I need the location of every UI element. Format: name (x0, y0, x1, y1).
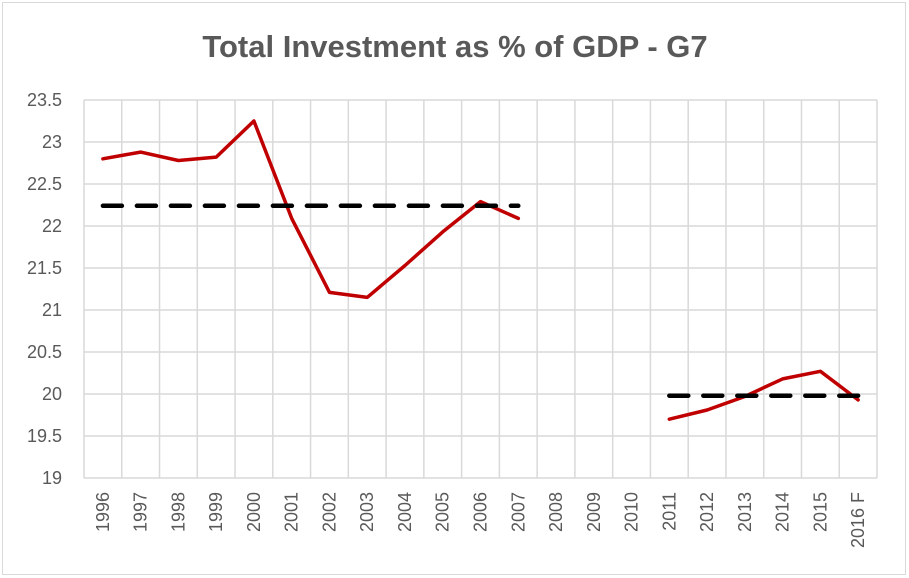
x-tick-label: 2008 (546, 492, 566, 532)
y-tick-label: 22.5 (27, 174, 62, 194)
series-layer (100, 119, 861, 421)
x-tick-label: 2013 (735, 492, 755, 532)
x-tick-label: 2004 (395, 492, 415, 532)
x-tick-label: 1997 (131, 492, 151, 532)
y-tick-label: 23.5 (27, 90, 62, 110)
y-tick-label: 20 (42, 384, 62, 404)
y-axis-ticks: 19 19.5 20 20.5 21 21.5 22 22.5 23 23.5 (27, 90, 62, 488)
x-axis-ticks: 1996 1997 1998 1999 2000 2001 2002 2003 2004 2005… (93, 492, 868, 548)
x-tick-label: 2000 (244, 492, 264, 532)
x-tick-label: 2010 (622, 492, 642, 532)
x-tick-label: 2009 (584, 492, 604, 532)
x-tick-label: 2003 (357, 492, 377, 532)
x-tick-label: 2006 (471, 492, 491, 532)
y-tick-label: 21 (42, 300, 62, 320)
y-tick-label: 20.5 (27, 342, 62, 362)
x-tick-label: 2016 F (848, 492, 868, 548)
y-tick-label: 19 (42, 468, 62, 488)
x-tick-label: 2001 (282, 492, 302, 532)
x-tick-label: 2005 (433, 492, 453, 532)
x-tick-label: 2011 (659, 492, 679, 531)
x-tick-label: 2012 (697, 492, 717, 532)
y-tick-label: 21.5 (27, 258, 62, 278)
x-tick-label: 1996 (93, 492, 113, 532)
x-tick-label: 2002 (319, 492, 339, 532)
series-0 (101, 119, 521, 300)
x-tick-label: 1998 (168, 492, 188, 532)
x-tick-label: 1999 (206, 492, 226, 532)
investment-line (101, 119, 521, 300)
gridlines (83, 99, 878, 479)
y-tick-label: 19.5 (27, 426, 62, 446)
x-tick-label: 2007 (508, 492, 528, 532)
investment-line (667, 369, 860, 421)
x-tick-label: 2015 (810, 492, 830, 532)
x-tick-label: 2014 (773, 492, 793, 532)
series-1 (667, 369, 860, 421)
y-tick-label: 23 (42, 132, 62, 152)
chart-title: Total Investment as % of GDP - G7 (202, 29, 707, 64)
y-tick-label: 22 (42, 216, 62, 236)
